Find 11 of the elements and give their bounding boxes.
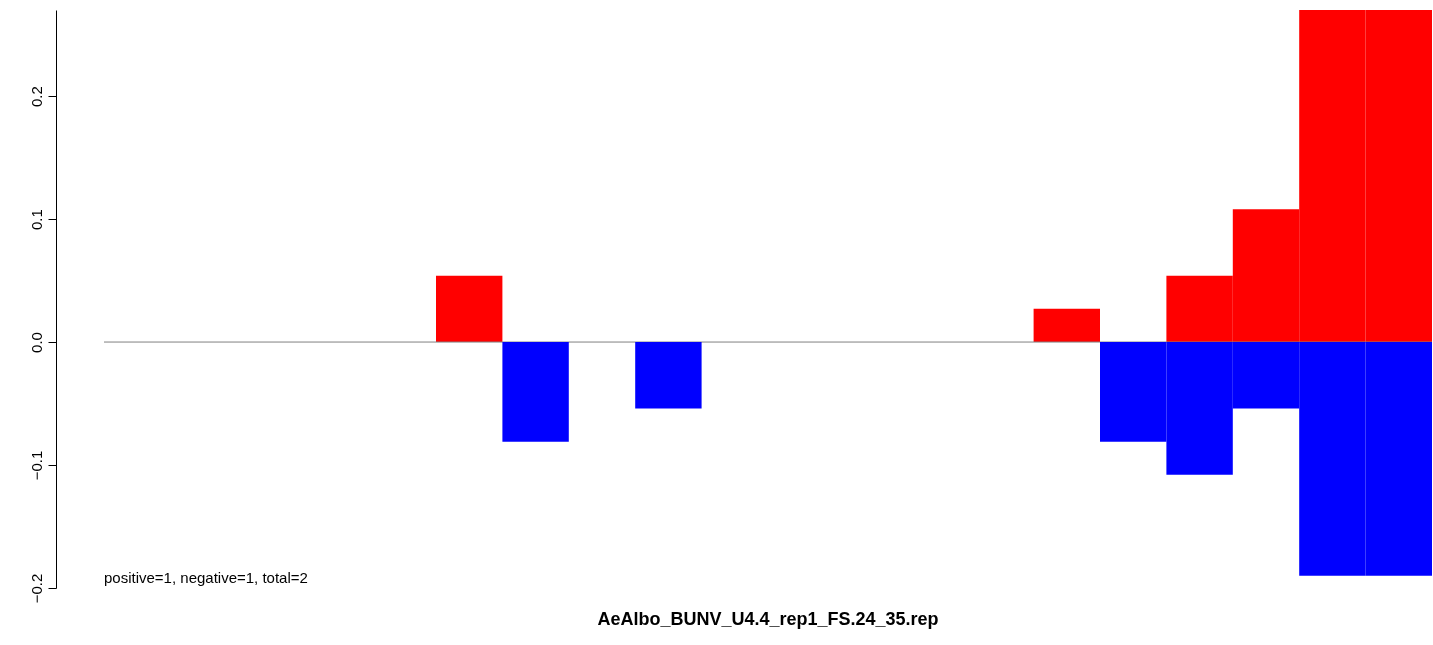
text: AeAlbo_BUNV_U4.4_rep1_FS.24_35.rep — [597, 608, 939, 629]
bar — [1033, 308, 1100, 343]
bar — [635, 342, 702, 409]
y-tick-label: 0.1 — [27, 209, 45, 230]
y-tick-label: 0.0 — [27, 332, 45, 353]
bar — [502, 342, 569, 442]
annotation: positive=1, negative=1, total=2 — [104, 569, 308, 586]
y-tick-label: −0.1 — [27, 450, 45, 481]
bar — [436, 275, 503, 343]
y-tick-label: −0.2 — [27, 573, 45, 604]
y-tick-label: 0.2 — [27, 86, 45, 108]
